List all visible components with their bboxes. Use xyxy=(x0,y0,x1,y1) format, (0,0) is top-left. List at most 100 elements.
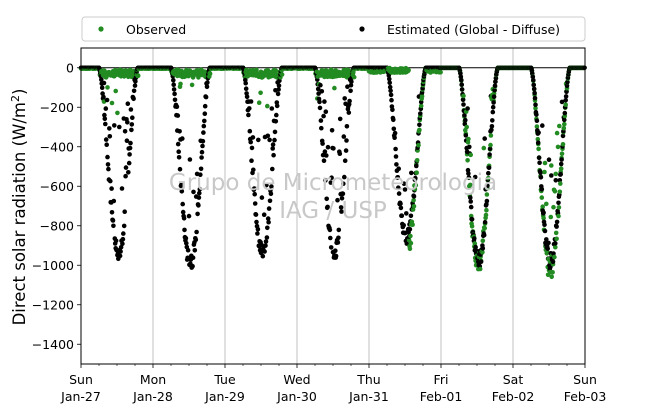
observed-point xyxy=(561,125,567,131)
estimated-point xyxy=(133,79,138,84)
estimated-point xyxy=(101,80,107,86)
estimated-point xyxy=(463,117,468,123)
observed-point xyxy=(466,136,471,142)
estimated-point xyxy=(546,240,551,246)
estimated-point xyxy=(346,110,352,115)
estimated-point xyxy=(199,149,205,155)
estimated-point xyxy=(270,146,276,151)
estimated-point xyxy=(342,174,347,180)
estimated-point xyxy=(396,166,402,171)
estimated-point xyxy=(124,138,130,143)
estimated-point xyxy=(103,121,108,127)
estimated-point xyxy=(174,104,180,109)
estimated-point xyxy=(244,94,250,100)
x-tick-label-date: Feb-03 xyxy=(564,389,607,404)
plot-area: Grupo de Micrometeorologia IAG / USP xyxy=(78,47,587,365)
estimated-point xyxy=(399,213,405,218)
y-tick-label: −200 xyxy=(40,100,74,115)
estimated-point xyxy=(473,244,478,250)
legend-marker-estimated xyxy=(359,26,365,32)
estimated-point xyxy=(204,84,210,90)
observed-point xyxy=(484,207,489,213)
estimated-point xyxy=(341,181,346,186)
estimated-point xyxy=(388,88,393,93)
estimated-point xyxy=(262,249,267,254)
estimated-point xyxy=(265,216,271,221)
estimated-point xyxy=(535,140,541,145)
estimated-point xyxy=(546,157,552,162)
observed-point xyxy=(465,158,470,163)
observed-point xyxy=(414,158,420,163)
estimated-point xyxy=(122,209,127,214)
estimated-point xyxy=(328,235,333,241)
estimated-point xyxy=(315,86,321,92)
estimated-point xyxy=(102,112,107,118)
y-tick-label: −400 xyxy=(40,139,74,154)
estimated-point xyxy=(125,101,131,106)
estimated-point xyxy=(267,137,272,143)
estimated-point xyxy=(195,211,200,217)
estimated-point xyxy=(319,125,324,131)
estimated-point xyxy=(180,209,186,215)
estimated-point xyxy=(487,146,493,151)
observed-point xyxy=(273,68,279,73)
estimated-point xyxy=(249,158,254,163)
observed-point xyxy=(553,244,558,250)
watermark-line-1: Grupo de Micrometeorologia xyxy=(169,170,497,196)
estimated-point xyxy=(559,157,564,162)
observed-point xyxy=(554,130,560,136)
estimated-point xyxy=(317,105,323,111)
estimated-point xyxy=(193,237,199,243)
estimated-point xyxy=(179,189,185,194)
estimated-point xyxy=(104,97,110,103)
estimated-point xyxy=(411,194,417,199)
estimated-point xyxy=(336,227,342,233)
observed-point xyxy=(542,169,547,175)
estimated-point xyxy=(270,166,275,172)
estimated-point xyxy=(273,119,279,124)
estimated-point xyxy=(171,77,176,83)
estimated-point xyxy=(197,186,203,192)
estimated-point xyxy=(122,129,128,134)
observed-point xyxy=(549,163,554,168)
estimated-point xyxy=(252,201,258,206)
estimated-point xyxy=(491,94,497,99)
estimated-point xyxy=(175,141,181,147)
estimated-point xyxy=(255,137,261,143)
observed-point xyxy=(482,225,488,231)
estimated-point xyxy=(259,195,265,200)
estimated-point xyxy=(485,183,490,189)
observed-point xyxy=(554,236,559,242)
estimated-point xyxy=(401,181,407,186)
observed-point xyxy=(557,189,563,195)
estimated-point xyxy=(105,162,111,167)
y-tick-label: −1000 xyxy=(32,258,74,273)
estimated-point xyxy=(401,223,407,228)
estimated-point xyxy=(392,135,397,140)
estimated-point xyxy=(129,122,135,127)
observed-point xyxy=(472,241,478,246)
estimated-point xyxy=(322,149,328,154)
estimated-point xyxy=(177,166,183,172)
estimated-point xyxy=(102,116,108,122)
estimated-point xyxy=(200,138,206,144)
estimated-point xyxy=(414,163,419,169)
estimated-point xyxy=(482,136,488,141)
estimated-point xyxy=(118,245,124,250)
observed-point xyxy=(258,90,263,96)
observed-point xyxy=(550,270,555,275)
estimated-point xyxy=(276,87,281,92)
estimated-point xyxy=(489,124,495,129)
estimated-point xyxy=(392,130,398,136)
estimated-point xyxy=(460,97,466,102)
estimated-point xyxy=(128,140,133,146)
estimated-point xyxy=(243,80,248,86)
estimated-point xyxy=(467,144,472,150)
observed-point xyxy=(407,246,413,252)
estimated-point xyxy=(348,88,353,94)
observed-point xyxy=(544,201,549,207)
estimated-point xyxy=(565,79,570,85)
estimated-point xyxy=(243,86,249,91)
estimated-point xyxy=(269,184,274,189)
